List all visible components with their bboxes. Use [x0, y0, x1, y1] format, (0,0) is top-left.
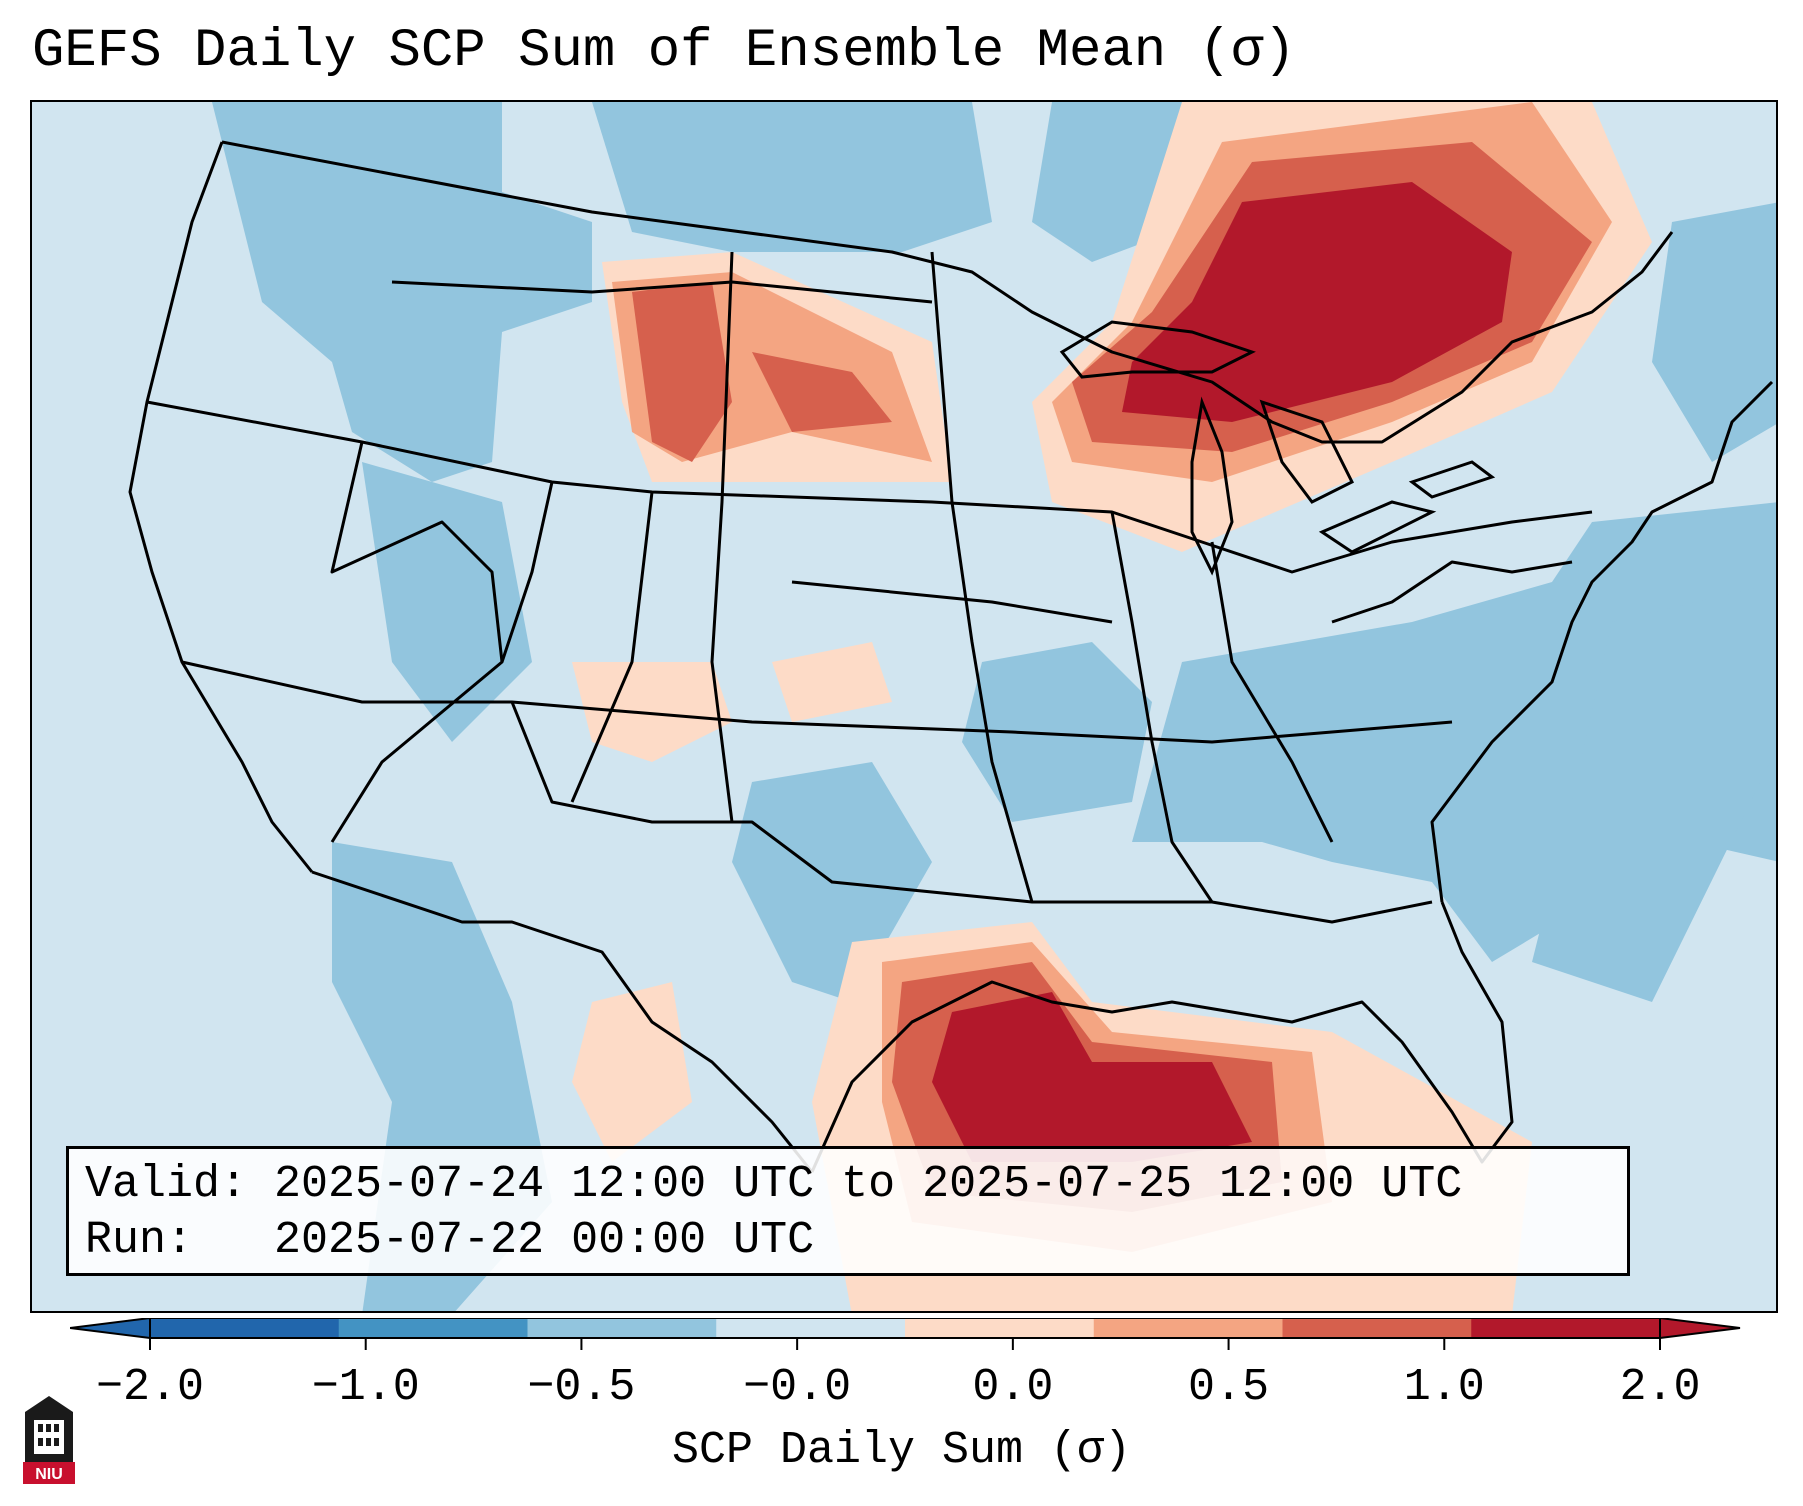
colorbar-segment: [1282, 1318, 1472, 1338]
colorbar-extend-high: [1659, 1318, 1741, 1340]
west-coast: [128, 141, 314, 873]
state-lines: [1110, 511, 1214, 903]
colorbar-segment: [1093, 1318, 1283, 1338]
lake-superior: [1059, 320, 1256, 379]
field-region: [932, 992, 1252, 1162]
state-lines: [181, 660, 1453, 744]
colorbar-segments: [70, 1318, 1741, 1340]
valid-run-info-box: Valid: 2025-07-24 12:00 UTC to 2025-07-2…: [66, 1146, 1630, 1276]
colorbar-tick-label: 1.0: [1403, 1362, 1485, 1413]
chart-title: GEFS Daily SCP Sum of Ensemble Mean (σ): [32, 21, 1296, 82]
logo-text: NIU: [35, 1466, 63, 1483]
field-region: [962, 642, 1152, 822]
state-lines: [791, 580, 1113, 624]
field-region: [752, 352, 892, 432]
colorbar-tick-label: −0.5: [527, 1362, 636, 1413]
colorbar-segment: [527, 1318, 717, 1338]
colorbar: [70, 1318, 1741, 1350]
great-lakes: [1059, 320, 1496, 576]
field-region: [632, 282, 732, 462]
lake-erie: [1318, 500, 1437, 554]
colorbar-tick-label: −2.0: [95, 1362, 205, 1413]
state-lines: [1331, 560, 1573, 624]
field-region: [1122, 182, 1512, 422]
state-lines: [391, 280, 933, 304]
state-lines: [330, 441, 504, 843]
colorbar-segment: [1471, 1318, 1661, 1338]
colorbar-label: SCP Daily Sum (σ): [671, 1425, 1132, 1476]
colorbar-tick-label: −1.0: [311, 1362, 420, 1413]
state-lines: [570, 491, 654, 803]
lake-huron: [1259, 399, 1355, 504]
field-region: [212, 102, 592, 482]
field-2-0-regions: [932, 182, 1512, 1162]
colorbar-segment: [905, 1318, 1095, 1338]
niu-logo-icon: NIU: [23, 1396, 75, 1484]
colorbar-segment: [150, 1318, 340, 1338]
run-time-line: Run: 2025-07-22 00:00 UTC: [85, 1215, 815, 1266]
map-svg: [32, 102, 1776, 1311]
map-panel: [30, 100, 1778, 1313]
lake-ontario: [1408, 460, 1496, 499]
state-lines: [1210, 541, 1334, 843]
colorbar-outline: [149, 1318, 1661, 1339]
colorbar-tick-label: −0.0: [743, 1362, 852, 1413]
gulf-coast: [810, 901, 1514, 1173]
colorbar-extend-low: [70, 1318, 151, 1340]
us-canada-border: [221, 140, 1674, 444]
valid-time-line: Valid: 2025-07-24 12:00 UTC to 2025-07-2…: [85, 1159, 1463, 1210]
colorbar-tick-label: 0.0: [972, 1362, 1054, 1413]
colorbar-segment: [716, 1318, 906, 1338]
colorbar-tick-marks: [149, 1338, 1661, 1350]
state-lines: [930, 251, 1034, 903]
state-lines: [510, 701, 1433, 924]
field-region: [1532, 582, 1776, 1002]
colorbar-segment: [338, 1318, 528, 1338]
field-region: [772, 642, 892, 722]
us-mexico-border: [311, 870, 814, 1173]
colorbar-tick-label: 2.0: [1619, 1362, 1701, 1413]
lake-michigan: [1190, 396, 1234, 576]
field-region: [592, 102, 992, 252]
field-region: [572, 662, 732, 762]
state-lines: [500, 481, 554, 663]
state-lines: [710, 251, 734, 823]
east-coast: [1430, 380, 1774, 903]
boundaries: [128, 140, 1774, 1173]
field-region: [1652, 202, 1776, 462]
colorbar-tick-label: 0.5: [1188, 1362, 1270, 1413]
